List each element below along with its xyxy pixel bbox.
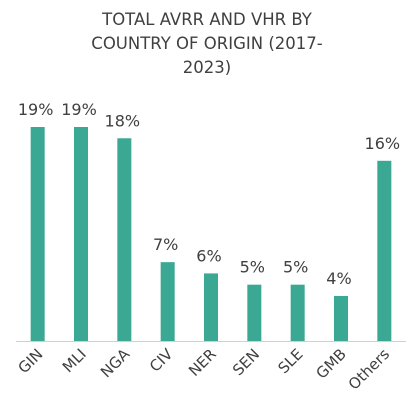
x-tick-label: GIN	[14, 345, 46, 377]
bar	[290, 284, 305, 341]
x-tick-label: Others	[345, 345, 394, 394]
x-tick-label: NER	[185, 345, 220, 380]
bar	[377, 160, 392, 341]
bar	[160, 262, 175, 341]
bar	[117, 138, 132, 341]
x-tick-label: NGA	[97, 345, 134, 382]
value-label: 19%	[18, 100, 54, 119]
value-label: 5%	[283, 258, 308, 277]
value-label: 5%	[240, 258, 265, 277]
value-label: 6%	[196, 246, 221, 265]
bar	[74, 127, 88, 341]
bar	[30, 127, 45, 341]
x-tick-label: SLE	[274, 345, 306, 377]
bar	[334, 295, 348, 341]
value-label: 19%	[61, 100, 97, 119]
x-tick-label: SEN	[229, 345, 263, 379]
value-label: 7%	[153, 235, 178, 254]
x-tick-label: MLI	[59, 345, 90, 376]
value-label: 18%	[105, 111, 141, 130]
chart-title: TOTAL AVRR AND VHR BY COUNTRY OF ORIGIN …	[91, 10, 323, 77]
value-label: 4%	[326, 269, 351, 288]
x-tick-label: GMB	[312, 345, 349, 382]
bar	[247, 284, 262, 341]
x-tick-label: CIV	[146, 345, 177, 376]
bar	[204, 273, 218, 341]
value-label: 16%	[365, 134, 401, 153]
